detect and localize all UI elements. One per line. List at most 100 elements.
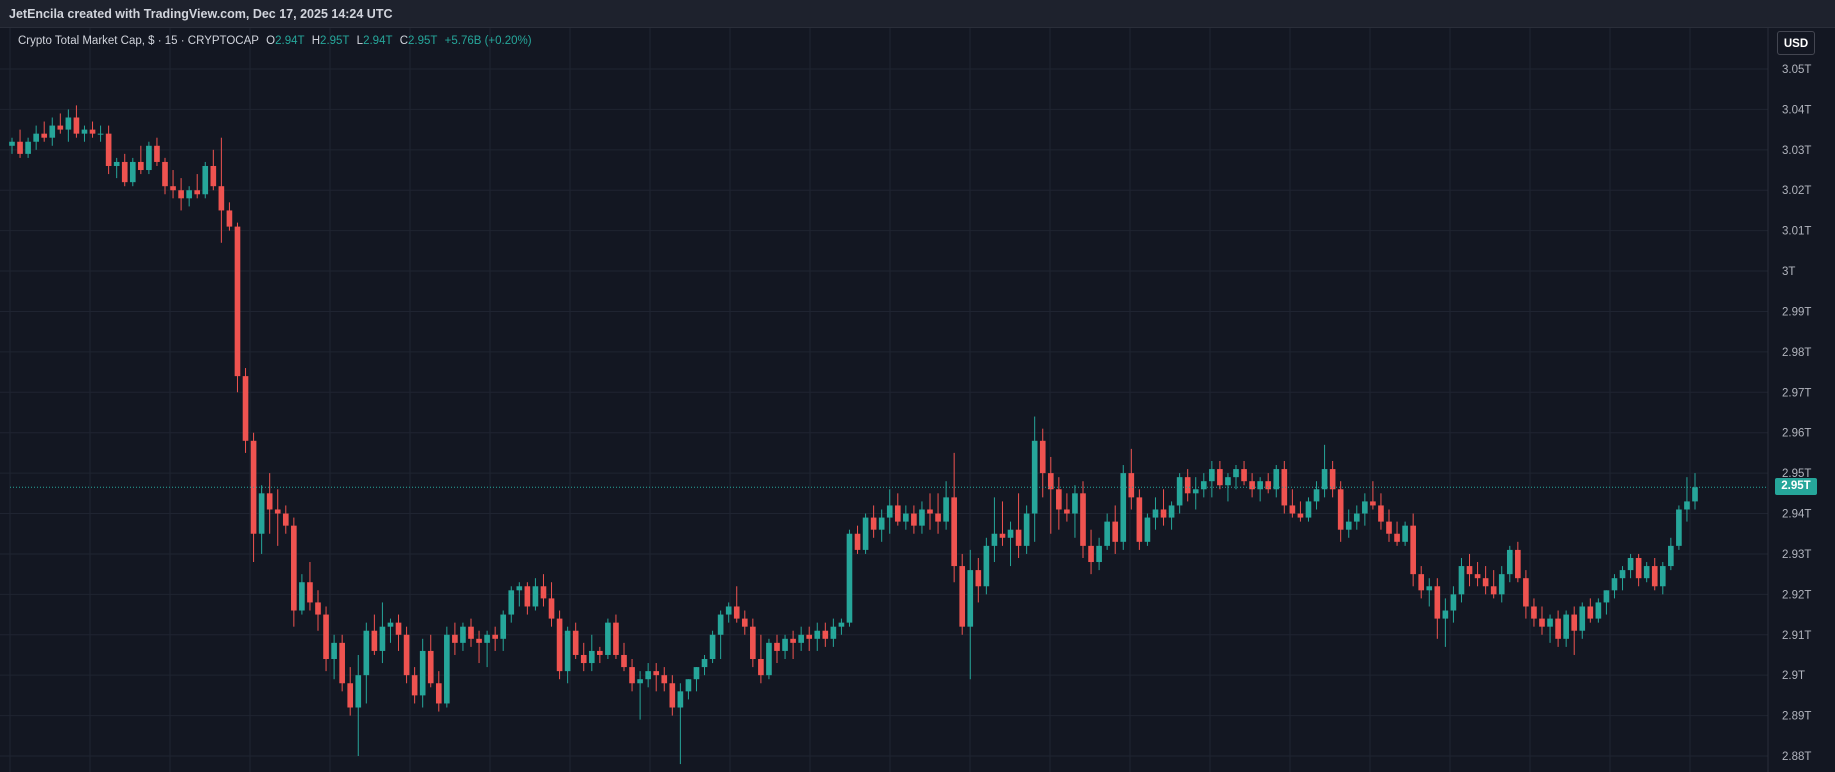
candle bbox=[1547, 614, 1553, 643]
candle-body bbox=[49, 125, 56, 138]
candle-body bbox=[903, 513, 909, 522]
candle-body bbox=[556, 618, 563, 672]
candle-body bbox=[113, 161, 120, 166]
high-value: 2.95T bbox=[320, 35, 350, 47]
candle-body bbox=[870, 517, 877, 530]
candle-body bbox=[1466, 566, 1473, 575]
candle-body bbox=[886, 505, 893, 518]
candle bbox=[637, 671, 643, 720]
candle-body bbox=[73, 117, 80, 134]
candle bbox=[1498, 566, 1505, 603]
candle bbox=[1345, 509, 1352, 538]
candle bbox=[1362, 493, 1368, 526]
candle bbox=[854, 525, 861, 554]
candle bbox=[484, 630, 490, 668]
candle bbox=[588, 634, 595, 672]
candle bbox=[508, 586, 515, 623]
candle bbox=[1571, 606, 1578, 655]
attribution-text: JetEncila created with TradingView.com, … bbox=[9, 7, 393, 21]
candle-body bbox=[1297, 513, 1304, 518]
candle bbox=[1627, 553, 1634, 579]
candle bbox=[452, 622, 458, 655]
candle bbox=[323, 606, 329, 672]
candle-body bbox=[1152, 509, 1159, 518]
candle bbox=[202, 161, 209, 199]
candle bbox=[1506, 545, 1513, 583]
price-tick-label: 2.98T bbox=[1782, 347, 1811, 359]
candle-body bbox=[653, 671, 660, 676]
candle-body bbox=[1064, 509, 1070, 514]
candle bbox=[1458, 557, 1465, 603]
candle bbox=[548, 582, 555, 627]
candle bbox=[524, 582, 531, 615]
candle bbox=[73, 105, 80, 138]
candle bbox=[597, 646, 603, 664]
candle bbox=[129, 157, 136, 187]
candle bbox=[1249, 473, 1255, 498]
candle bbox=[1225, 473, 1231, 502]
candle bbox=[532, 578, 539, 611]
grid-lines bbox=[0, 28, 1768, 772]
candle-body bbox=[1426, 586, 1433, 591]
candle bbox=[1386, 509, 1392, 542]
chart-area[interactable]: 3.05T 3.04T 3.03T 3.02T 3.01T 3T 2.99T 2.98T 2.9… bbox=[0, 28, 1835, 772]
candle bbox=[838, 618, 845, 635]
symbol-title[interactable]: Crypto Total Market Cap, $ · 15 · CRYPTO… bbox=[18, 35, 259, 47]
candle-body bbox=[1088, 545, 1094, 563]
candle bbox=[782, 634, 788, 660]
candle bbox=[605, 618, 611, 660]
candle bbox=[798, 626, 804, 651]
candle bbox=[1442, 598, 1449, 647]
candle bbox=[1482, 566, 1489, 595]
candle bbox=[146, 141, 152, 175]
candle-body bbox=[693, 667, 700, 680]
candle bbox=[1523, 570, 1529, 619]
candle-body bbox=[766, 642, 772, 676]
candle-body bbox=[822, 630, 829, 639]
candle bbox=[25, 137, 31, 158]
candle bbox=[1023, 505, 1030, 554]
candle-body bbox=[17, 141, 23, 154]
last-price-label: 2.95T bbox=[1775, 478, 1817, 496]
candle bbox=[556, 610, 563, 680]
candle-body bbox=[355, 675, 362, 708]
candle-body bbox=[1370, 501, 1376, 506]
candle-body bbox=[1571, 614, 1578, 631]
price-tick-label: 3.01T bbox=[1782, 226, 1811, 238]
candle-body bbox=[1209, 469, 1215, 482]
price-tick-label: 2.94T bbox=[1782, 509, 1811, 521]
candle bbox=[363, 622, 370, 704]
candle bbox=[1152, 497, 1159, 530]
candle-body bbox=[65, 117, 72, 130]
candle-body bbox=[733, 606, 740, 619]
candle-body bbox=[959, 566, 966, 627]
candle-body bbox=[1619, 570, 1626, 579]
candle-body bbox=[1136, 497, 1143, 542]
candle-body bbox=[597, 650, 603, 655]
candle-body bbox=[750, 626, 756, 660]
candle bbox=[1241, 460, 1247, 486]
candle bbox=[661, 667, 668, 692]
candle-body bbox=[460, 626, 466, 643]
candle-body bbox=[323, 614, 329, 660]
candle-body bbox=[1128, 473, 1135, 498]
candle-body bbox=[1547, 618, 1553, 627]
candle-body bbox=[1289, 505, 1296, 514]
candle bbox=[411, 667, 418, 704]
candle bbox=[218, 137, 225, 243]
candlestick-chart[interactable]: 3.05T 3.04T 3.03T 3.02T 3.01T 3T 2.99T 2.98T 2.9… bbox=[0, 28, 1835, 772]
candle bbox=[1176, 473, 1183, 514]
candle-body bbox=[1176, 477, 1183, 506]
candle-body bbox=[1418, 574, 1425, 591]
candle-body bbox=[500, 614, 507, 639]
candle-body bbox=[435, 683, 442, 704]
candle bbox=[669, 675, 676, 716]
candle bbox=[935, 493, 941, 534]
change-value: +5.76B (+0.20%) bbox=[444, 35, 532, 47]
candle-body bbox=[1031, 440, 1038, 514]
candle-body bbox=[444, 634, 450, 704]
price-axis-ticks: 3.05T 3.04T 3.03T 3.02T 3.01T 3T 2.99T 2.98T 2.9… bbox=[1782, 64, 1811, 763]
currency-button[interactable]: USD bbox=[1777, 31, 1815, 55]
candle bbox=[1128, 448, 1135, 510]
candle-body bbox=[1506, 549, 1513, 575]
